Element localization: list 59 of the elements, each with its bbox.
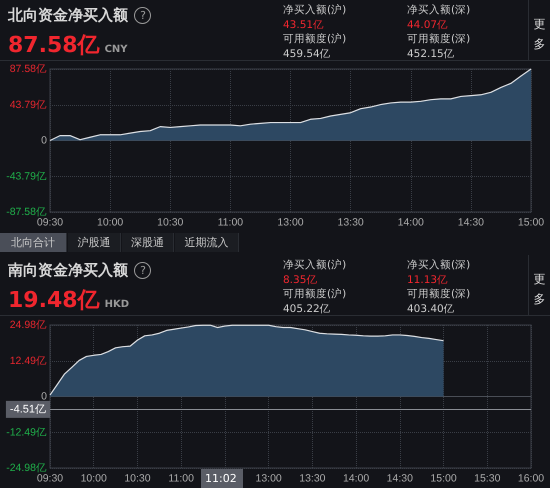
text: 更多: [528, 0, 550, 60]
y-tick-label: 24.98亿: [10, 319, 47, 331]
x-tick-label: 16:00: [518, 472, 544, 484]
y-tick-label: -12.49亿: [6, 426, 47, 438]
text: 更多: [528, 255, 550, 315]
x-tick-label: 10:30: [157, 216, 184, 228]
text: 11.13亿: [407, 272, 448, 286]
text: 44.07亿: [407, 18, 448, 32]
x-tick-label: 14:00: [398, 216, 424, 228]
x-tick-label: 14:30: [458, 216, 484, 228]
text: 452.15亿: [407, 46, 455, 60]
text: 净买入额(沪): [283, 3, 346, 17]
text: 可用额度(深): [407, 287, 470, 301]
y-tick-label: 43.79亿: [10, 98, 47, 111]
x-tick-label: 14:30: [386, 472, 414, 484]
x-tick-label: 14:00: [342, 472, 370, 484]
text: 净买入额(深): [407, 258, 470, 272]
x-tick-label: 13:00: [277, 216, 304, 228]
y-tick-label: -87.58亿: [6, 206, 47, 218]
text: HKD: [104, 299, 130, 310]
text: 11:02: [201, 469, 243, 488]
x-tick-label: 13:30: [299, 472, 326, 484]
y-tick-label: 87.58亿: [10, 63, 47, 75]
text: 近期流入: [175, 233, 239, 252]
ref-line-label: -4.51亿: [10, 403, 46, 416]
chart-subtitle: 19.48亿: [8, 288, 100, 313]
y-tick-label: -24.98亿: [6, 462, 47, 474]
text: 405.22亿: [283, 302, 331, 316]
text: 43.51亿: [283, 18, 324, 32]
y-tick-label: -43.79亿: [6, 170, 47, 182]
y-tick-label: 0: [41, 390, 48, 402]
text: 深股通: [122, 233, 174, 252]
text: 可用额度(沪): [283, 32, 346, 46]
x-tick-label: 13:30: [337, 216, 364, 228]
text: 沪股通: [68, 233, 121, 252]
text: 可用额度(深): [407, 32, 470, 46]
x-tick-label: 10:00: [80, 472, 108, 484]
text: 净买入额(沪): [283, 258, 346, 272]
text: 8.35亿: [283, 272, 318, 286]
text: 403.40亿: [407, 302, 455, 316]
text: CNY: [104, 44, 128, 55]
y-tick-label: 0: [41, 134, 48, 146]
text: 净买入额(深): [407, 3, 470, 17]
x-tick-label: 15:30: [474, 472, 501, 484]
x-tick-label: 09:30: [36, 472, 64, 484]
x-tick-label: 15:00: [518, 216, 544, 228]
text: 459.54亿: [283, 46, 331, 60]
text: 北向合计: [0, 233, 67, 252]
x-tick-label: 11:00: [218, 216, 244, 228]
x-tick-label: 10:00: [96, 216, 124, 228]
chart-title: 南向资金净买入额: [8, 261, 128, 280]
y-tick-label: 12.49亿: [10, 354, 47, 367]
chart-title: 北向资金净买入额: [8, 6, 128, 25]
text: 可用额度(沪): [283, 287, 346, 301]
x-tick-label: 10:30: [124, 472, 151, 484]
x-tick-label: 11:00: [168, 472, 194, 484]
x-tick-label: 09:30: [36, 216, 64, 228]
x-tick-label: 13:00: [255, 472, 282, 484]
x-tick-label: 15:00: [430, 472, 457, 484]
